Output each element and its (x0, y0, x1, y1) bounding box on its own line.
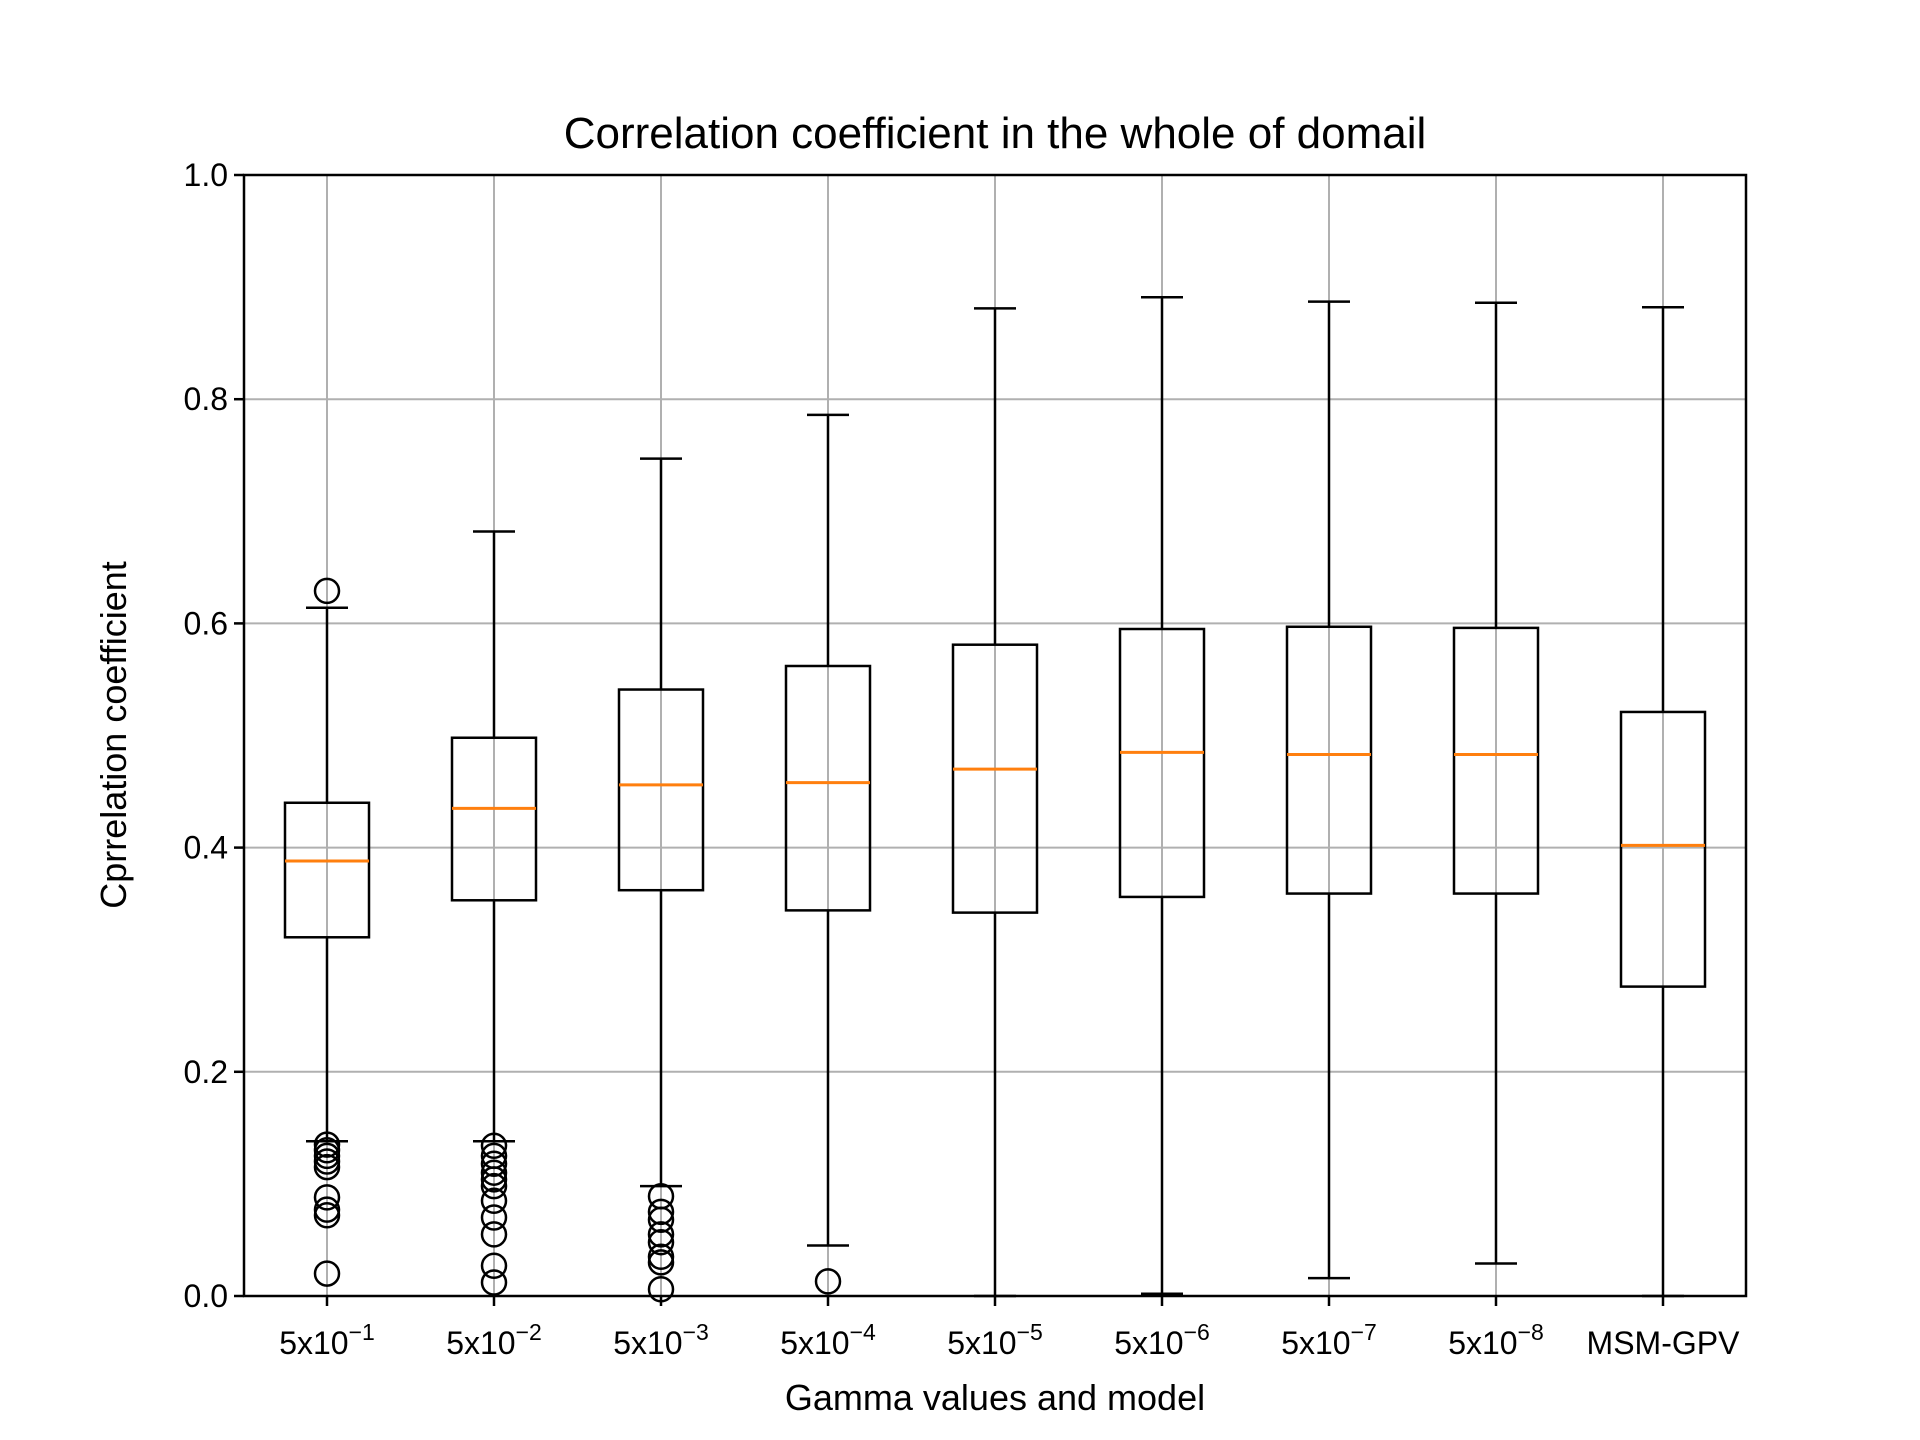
box-iqr (450, 736, 538, 902)
x-tick-label-base: 5x10 (947, 1325, 1016, 1361)
outlier-point (480, 1221, 508, 1248)
box-group (283, 577, 371, 1287)
box-iqr (784, 664, 872, 912)
x-tick-label: MSM-GPV (1587, 1325, 1741, 1361)
x-tick-label-base: 5x10 (780, 1325, 849, 1361)
outlier-point (313, 577, 341, 605)
x-tick-label: 5x10−5 (947, 1319, 1043, 1361)
x-tick-label: 5x10−8 (1448, 1319, 1544, 1361)
box-iqr (1619, 710, 1707, 988)
x-tick-label-base: 5x10 (1281, 1325, 1350, 1361)
x-tick-label: 5x10−6 (1114, 1319, 1210, 1361)
y-tick-label: 0.0 (184, 1278, 228, 1314)
outlier-point (480, 1150, 508, 1177)
x-tick-label-exponent: −1 (349, 1319, 375, 1345)
box-iqr (617, 688, 705, 892)
outlier-point (480, 1172, 508, 1200)
x-tick-label-base: MSM-GPV (1587, 1325, 1741, 1361)
outlier-point (647, 1221, 675, 1248)
box-group (1285, 300, 1373, 1280)
outlier-point (647, 1228, 675, 1256)
box-group (1619, 306, 1707, 1298)
box-iqr (1452, 626, 1540, 895)
y-tick-label: 1.0 (184, 157, 228, 193)
box-group (1452, 301, 1540, 1265)
x-tick-label-exponent: −7 (1351, 1319, 1377, 1345)
y-tick-label: 0.6 (184, 605, 228, 641)
x-tick-label-exponent: −2 (516, 1319, 542, 1345)
outlier-point (480, 1252, 508, 1279)
outlier-point (480, 1132, 508, 1160)
box-iqr (1118, 627, 1206, 899)
box-group (1118, 295, 1206, 1296)
x-tick-label-exponent: −8 (1518, 1319, 1544, 1345)
outlier-point (647, 1198, 675, 1226)
x-tick-label: 5x10−7 (1281, 1319, 1377, 1361)
chart-title: Correlation coefficient in the whole of … (564, 109, 1427, 158)
x-tick-label-exponent: −4 (850, 1319, 876, 1345)
box-group (951, 307, 1039, 1298)
y-axis-label: Cprrelation coefficient (93, 561, 134, 909)
outlier-point (313, 1184, 341, 1211)
y-tick-label: 0.2 (184, 1054, 228, 1090)
x-tick-label-base: 5x10 (613, 1325, 682, 1361)
x-tick-label-exponent: −6 (1184, 1319, 1210, 1345)
box-group (450, 530, 538, 1296)
outlier-point (814, 1268, 842, 1295)
x-tick-label-exponent: −5 (1017, 1319, 1043, 1345)
x-tick-label-base: 5x10 (1448, 1325, 1517, 1361)
x-tick-label: 5x10−2 (446, 1319, 542, 1361)
outlier-point (647, 1249, 675, 1276)
box-plot-series (283, 295, 1707, 1303)
x-tick-label-base: 5x10 (279, 1325, 348, 1361)
box-iqr (283, 801, 371, 939)
x-tick-label: 5x10−1 (279, 1319, 375, 1361)
outlier-point (313, 1153, 341, 1181)
x-tick-label-base: 5x10 (446, 1325, 515, 1361)
y-tick-label: 0.8 (184, 381, 228, 417)
box-iqr (1285, 625, 1373, 895)
x-tick-label: 5x10−4 (780, 1319, 876, 1361)
outlier-point (480, 1269, 508, 1296)
x-tick-label: 5x10−3 (613, 1319, 709, 1361)
box-group (617, 457, 705, 1303)
outlier-point (647, 1206, 675, 1234)
outlier-point (480, 1166, 508, 1193)
y-tick-label: 0.4 (184, 830, 228, 866)
outlier-point (480, 1204, 508, 1231)
x-tick-label-base: 5x10 (1114, 1325, 1183, 1361)
outlier-point (480, 1159, 508, 1186)
box-iqr (951, 643, 1039, 914)
x-tick-label-exponent: −3 (683, 1319, 709, 1345)
box-group (784, 413, 872, 1295)
outlier-point (313, 1202, 341, 1229)
outlier-point (480, 1187, 508, 1214)
x-axis-label: Gamma values and model (785, 1377, 1205, 1418)
outlier-point (313, 1260, 341, 1287)
